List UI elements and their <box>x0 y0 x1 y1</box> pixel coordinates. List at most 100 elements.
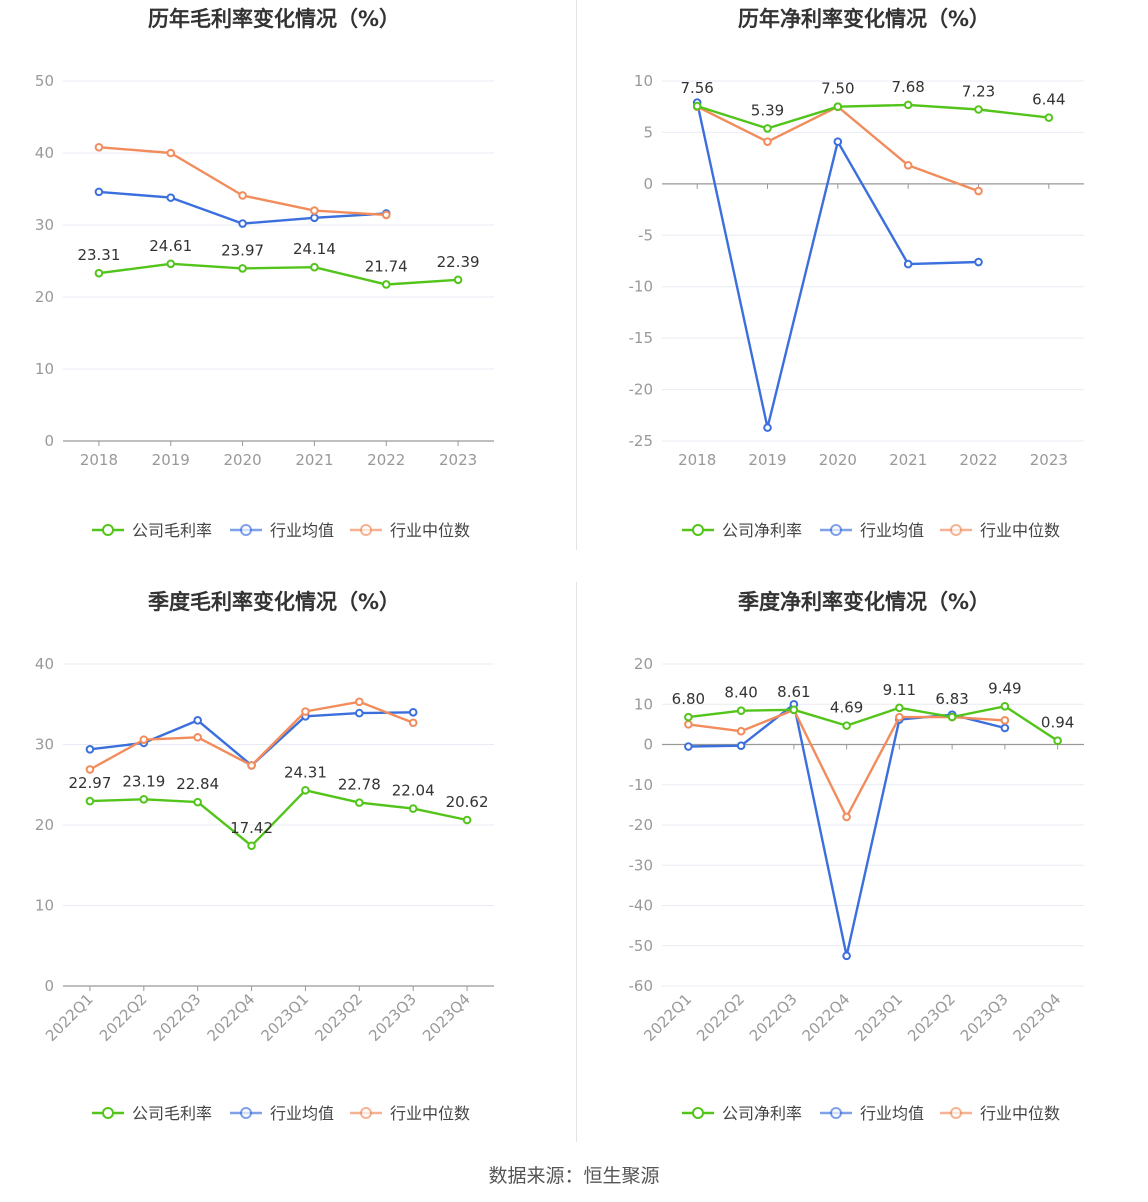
y-tick-label: -10 <box>629 278 654 296</box>
chart-4: 季度净利率变化情况（%） -60 -50 -40 -30 -20 -10 0 10 20 2022Q… <box>629 590 1084 1123</box>
data-label: 22.39 <box>437 253 480 271</box>
data-label: 9.49 <box>988 679 1021 697</box>
data-point <box>974 186 983 196</box>
legend-item: 行业中位数 <box>350 521 470 540</box>
legend-swatch-marker <box>830 1107 842 1119</box>
x-tick-label: 2022Q2 <box>96 990 151 1045</box>
data-label: 24.61 <box>149 237 192 255</box>
legend-item: 行业均值 <box>230 1104 334 1123</box>
data-point <box>166 259 176 269</box>
series-line-0 <box>89 789 468 847</box>
data-label: 20.62 <box>446 793 489 811</box>
data-point <box>903 100 913 110</box>
legend-swatch-marker <box>950 524 962 536</box>
x-tick-label: 2020 <box>223 451 261 469</box>
x-tick-label: 2019 <box>748 451 786 469</box>
x-tick-label: 2022 <box>959 451 997 469</box>
data-label: 24.31 <box>284 763 327 781</box>
data-label: 22.04 <box>392 782 435 800</box>
data-point <box>692 101 702 111</box>
data-label: 4.69 <box>830 699 863 717</box>
data-point <box>238 219 247 228</box>
legend-item: 行业均值 <box>820 521 924 540</box>
data-point <box>947 712 957 722</box>
data-label: 6.80 <box>672 690 705 708</box>
data-point <box>193 797 202 807</box>
series-line-0 <box>688 705 1059 742</box>
data-point <box>1053 736 1062 746</box>
data-point <box>842 951 851 961</box>
data-point <box>247 761 256 770</box>
y-tick-label: 10 <box>634 695 653 713</box>
data-label: 23.97 <box>221 241 264 259</box>
x-tick-label: 2023 <box>1030 451 1068 469</box>
x-tick-label: 2023Q1 <box>257 990 312 1045</box>
data-point <box>895 712 904 722</box>
data-point <box>85 796 95 806</box>
legend-swatch-marker <box>240 1107 252 1119</box>
data-point <box>763 423 772 432</box>
data-label: 22.97 <box>68 774 111 792</box>
y-tick-label: 50 <box>35 72 54 90</box>
y-tick-label: -30 <box>629 856 654 874</box>
series-line-2 <box>98 146 387 217</box>
x-tick-label: 2023Q2 <box>311 990 366 1045</box>
chart-title: 历年毛利率变化情况（%） <box>148 7 400 31</box>
data-label: 7.50 <box>821 80 854 98</box>
data-point <box>166 148 176 158</box>
legend-label: 行业中位数 <box>980 1104 1060 1123</box>
data-point <box>453 275 463 285</box>
data-point <box>247 841 256 851</box>
x-tick-label: 2018 <box>80 451 118 469</box>
chart-title: 季度毛利率变化情况（%） <box>148 590 400 614</box>
legend-label: 行业中位数 <box>390 1104 470 1123</box>
legend-label: 公司净利率 <box>722 1104 802 1123</box>
data-point <box>408 708 418 717</box>
data-point <box>974 257 983 267</box>
data-point <box>684 742 693 751</box>
data-point <box>1000 702 1010 711</box>
legend-item: 行业中位数 <box>350 1104 470 1123</box>
x-tick-label: 2018 <box>678 451 716 469</box>
legend-swatch-marker <box>360 524 372 536</box>
x-tick-label: 2022Q4 <box>799 990 854 1045</box>
data-point <box>842 812 851 822</box>
data-point <box>408 804 418 813</box>
legend-item: 行业中位数 <box>940 1104 1060 1123</box>
x-tick-label: 2022Q3 <box>746 990 801 1045</box>
data-label: 21.74 <box>365 257 408 275</box>
data-point <box>903 259 913 269</box>
x-tick-label: 2022Q2 <box>693 990 748 1045</box>
data-point <box>462 815 472 825</box>
y-tick-label: -40 <box>629 897 654 915</box>
source-note: 数据来源：恒生聚源 <box>488 1165 660 1187</box>
data-label: 6.44 <box>1032 91 1065 109</box>
chart-title: 季度净利率变化情况（%） <box>738 590 990 614</box>
legend-item: 公司毛利率 <box>92 521 212 540</box>
data-point <box>166 193 176 202</box>
legend-item: 公司净利率 <box>682 521 802 540</box>
y-tick-label: 30 <box>35 216 54 234</box>
data-point <box>310 213 319 223</box>
x-tick-label: 2020 <box>819 451 857 469</box>
series-line-1 <box>89 711 414 767</box>
x-tick-label: 2019 <box>152 451 190 469</box>
y-tick-label: -50 <box>629 937 654 955</box>
x-tick-label: 2022Q4 <box>204 990 259 1045</box>
legend-label: 行业中位数 <box>390 521 470 540</box>
legend-item: 行业均值 <box>230 521 334 540</box>
data-label: 23.31 <box>77 246 120 264</box>
data-point <box>789 705 799 715</box>
y-tick-label: 10 <box>35 897 54 915</box>
series-line-1 <box>688 703 1006 957</box>
legend-swatch-marker <box>692 524 704 536</box>
legend-swatch-marker <box>360 1107 372 1119</box>
legend-swatch-marker <box>240 524 252 536</box>
x-tick-label: 2023Q2 <box>904 990 959 1045</box>
data-label: 7.68 <box>891 78 924 96</box>
data-point <box>139 735 149 744</box>
legend-item: 行业均值 <box>820 1104 924 1123</box>
x-tick-label: 2023Q4 <box>419 990 474 1045</box>
legend-label: 公司净利率 <box>722 521 802 540</box>
